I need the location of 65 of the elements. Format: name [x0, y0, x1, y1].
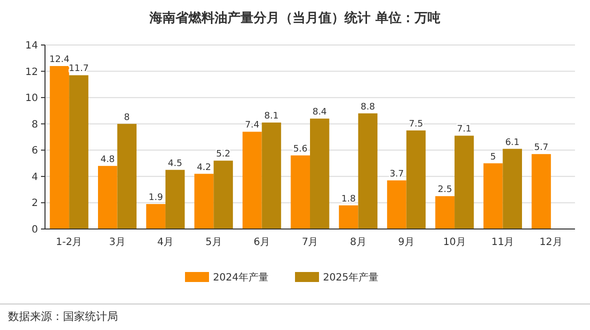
- bar: [406, 130, 426, 229]
- bar: [98, 166, 118, 229]
- x-tick-label: 11月: [491, 237, 514, 248]
- y-tick-label: 10: [25, 93, 38, 104]
- bar: [117, 124, 137, 229]
- bar: [165, 170, 185, 229]
- y-tick-label: 4: [32, 172, 38, 183]
- y-tick-label: 0: [32, 224, 38, 236]
- bar: [483, 163, 503, 229]
- x-tick-label: 12月: [540, 237, 562, 248]
- y-tick-label: 6: [32, 146, 38, 157]
- data-label: 11.7: [68, 64, 89, 74]
- bar: [532, 154, 551, 229]
- data-label: 4.8: [100, 154, 116, 165]
- bar: [50, 66, 70, 229]
- bar: [387, 180, 406, 229]
- bar: [502, 148, 522, 229]
- data-label: 8.1: [264, 112, 279, 122]
- data-label: 6.1: [505, 138, 520, 148]
- y-tick-label: 8: [32, 119, 38, 130]
- y-tick-label: 14: [25, 40, 38, 52]
- source-note: 数据来源：国家统计局: [8, 310, 118, 323]
- data-label: 8.4: [312, 108, 328, 118]
- data-label: 5.7: [534, 143, 548, 154]
- bar: [262, 122, 282, 229]
- data-label: 7.1: [457, 124, 472, 135]
- legend-label: 2024年产量: [213, 272, 268, 284]
- x-tick-label: 1-2月: [56, 237, 82, 248]
- x-tick-label: 7月: [302, 237, 318, 248]
- data-label: 2.5: [438, 185, 452, 196]
- chart-title: 海南省燃料油产量分月（当月值）统计 单位：万吨: [148, 10, 440, 26]
- bar: [310, 118, 330, 229]
- data-label: 5: [490, 152, 496, 162]
- data-label: 12.4: [49, 55, 70, 66]
- x-tick-label: 10月: [443, 237, 466, 248]
- data-label: 4.2: [196, 162, 212, 173]
- bar: [214, 160, 233, 229]
- data-label: 8.8: [360, 102, 376, 112]
- data-label: 7.4: [245, 120, 260, 131]
- data-label: 3.7: [390, 169, 404, 180]
- bar: [454, 136, 474, 229]
- data-label: 7.5: [408, 119, 424, 130]
- data-label: 8: [124, 112, 130, 123]
- data-label: 1.9: [148, 193, 164, 204]
- legend-label: 2025年产量: [323, 272, 378, 284]
- bar: [338, 205, 358, 229]
- x-tick-label: 3月: [109, 237, 126, 248]
- bar: [358, 113, 378, 229]
- x-tick-label: 9月: [398, 237, 415, 248]
- x-tick-label: 4月: [157, 237, 174, 248]
- bar: [290, 155, 310, 229]
- x-tick-label: 6月: [254, 237, 270, 248]
- y-tick-label: 2: [32, 198, 38, 210]
- bar: [194, 174, 214, 229]
- y-tick-label: 12: [25, 66, 38, 78]
- bar: [69, 75, 88, 229]
- bar: [242, 132, 262, 229]
- x-tick-label: 8月: [350, 237, 366, 248]
- data-label: 4.5: [168, 158, 182, 169]
- data-label: 5.2: [216, 150, 230, 160]
- data-label: 5.6: [293, 144, 308, 154]
- bar: [435, 196, 455, 229]
- bar: [146, 204, 166, 229]
- data-label: 1.8: [341, 194, 356, 204]
- x-tick-label: 5月: [205, 237, 222, 248]
